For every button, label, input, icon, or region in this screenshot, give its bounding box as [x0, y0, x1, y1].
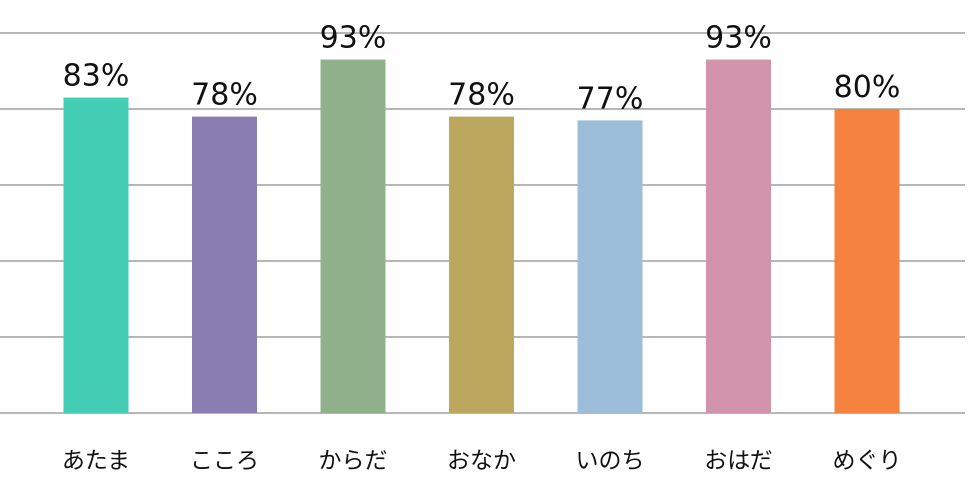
data-label-7: 80% [834, 70, 901, 105]
bar-2 [192, 116, 257, 413]
bar-6 [706, 59, 771, 413]
data-label-3: 93% [320, 21, 387, 56]
category-label-5: いのち [576, 448, 645, 474]
bar-5 [577, 120, 643, 414]
data-label-5: 77% [577, 81, 644, 116]
data-labels: 83% 78% 93% 78% 77% 93% 80% [63, 21, 901, 117]
data-label-4: 78% [448, 78, 515, 113]
category-label-3: からだ [319, 448, 388, 474]
bar-7 [834, 109, 900, 413]
data-label-2: 78% [191, 78, 258, 113]
category-label-4: おなか [447, 448, 516, 474]
bar-3 [320, 59, 386, 413]
data-label-1: 83% [63, 59, 130, 94]
bar-4 [449, 116, 514, 413]
bars [63, 59, 900, 414]
category-axis-labels: あたま こころ からだ おなか いのち おはだ めぐり [62, 448, 902, 474]
bar-1 [63, 97, 129, 413]
category-label-2: こころ [190, 448, 259, 474]
category-label-7: めぐり [833, 448, 902, 474]
category-label-1: あたま [62, 448, 130, 474]
data-label-6: 93% [705, 21, 772, 56]
category-label-6: おはだ [704, 448, 773, 474]
